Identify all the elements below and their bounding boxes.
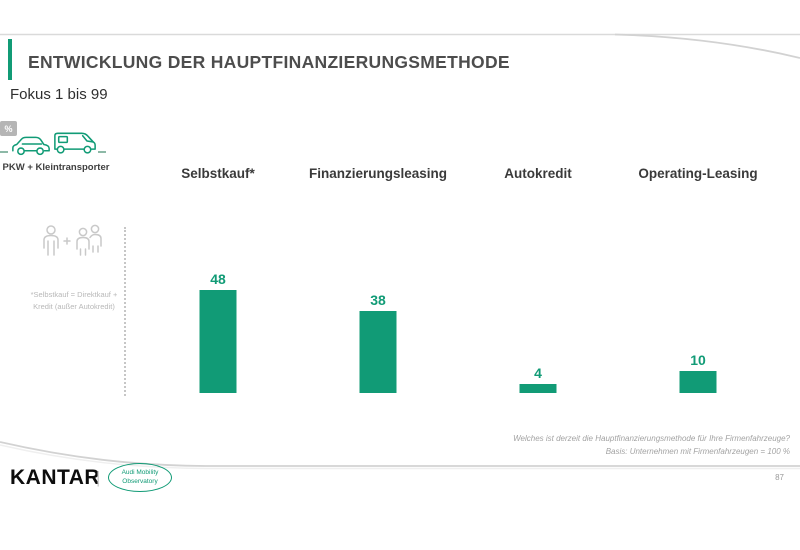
car-icon	[12, 136, 50, 156]
chart-column: Finanzierungsleasing 38	[298, 166, 458, 393]
category-label: Autokredit	[504, 166, 572, 181]
chart-column: Selbstkauf* 48	[138, 166, 298, 393]
bar-value-label: 10	[690, 352, 706, 368]
category-label: Selbstkauf*	[181, 166, 255, 181]
percent-badge: %	[0, 121, 17, 136]
audi-mobility-observatory-logo: Audi Mobility Observatory	[108, 463, 172, 492]
logo-divider: |	[96, 468, 101, 487]
page-subtitle: Fokus 1 bis 99	[10, 86, 108, 103]
chart-column: Operating-Leasing 10	[618, 166, 778, 393]
van-icon	[54, 132, 96, 154]
partner-logo-line2: Observatory	[122, 477, 158, 485]
people-icons	[43, 224, 102, 256]
kantar-logo: KANTAR	[10, 466, 101, 489]
footnote-line1: *Selbstkauf = Direktkauf +	[30, 290, 118, 299]
question-line2: Basis: Unternehmen mit Firmenfahrzeugen …	[605, 446, 790, 456]
vehicle-segment-label: PKW + Kleintransporter	[2, 162, 110, 173]
bar-chart: Selbstkauf* 48 Finanzierungsleasing 38 Autok…	[138, 166, 778, 393]
category-label: Operating-Leasing	[638, 166, 758, 181]
vehicle-icons	[0, 124, 112, 166]
bar-value-label: 38	[370, 292, 386, 308]
title-accent-bar	[8, 39, 12, 80]
question-line1: Welches ist derzeit die Hauptfinanzierun…	[513, 434, 790, 443]
bar	[519, 384, 557, 393]
bar-value-label: 4	[534, 365, 542, 381]
dash-decoration	[98, 151, 106, 153]
dash-decoration	[0, 151, 8, 153]
page-number: 87	[775, 473, 784, 482]
bar	[199, 290, 237, 393]
bar	[359, 311, 397, 393]
bar-value-label: 48	[210, 271, 226, 287]
chart-column: Autokredit 4	[458, 166, 618, 393]
survey-question-note: Welches ist derzeit die Hauptfinanzierun…	[513, 433, 790, 459]
partner-logo-line1: Audi Mobility	[121, 469, 159, 477]
category-label: Finanzierungsleasing	[308, 166, 448, 181]
dotted-divider-line	[124, 227, 126, 396]
selbstkauf-footnote: *Selbstkauf = Direktkauf + Kredit (außer…	[16, 289, 132, 313]
page-title: ENTWICKLUNG DER HAUPTFINANZIERUNGSMETHOD…	[28, 52, 510, 72]
bar	[679, 371, 717, 393]
footnote-line2: Kredit (außer Autokredit)	[33, 302, 115, 311]
